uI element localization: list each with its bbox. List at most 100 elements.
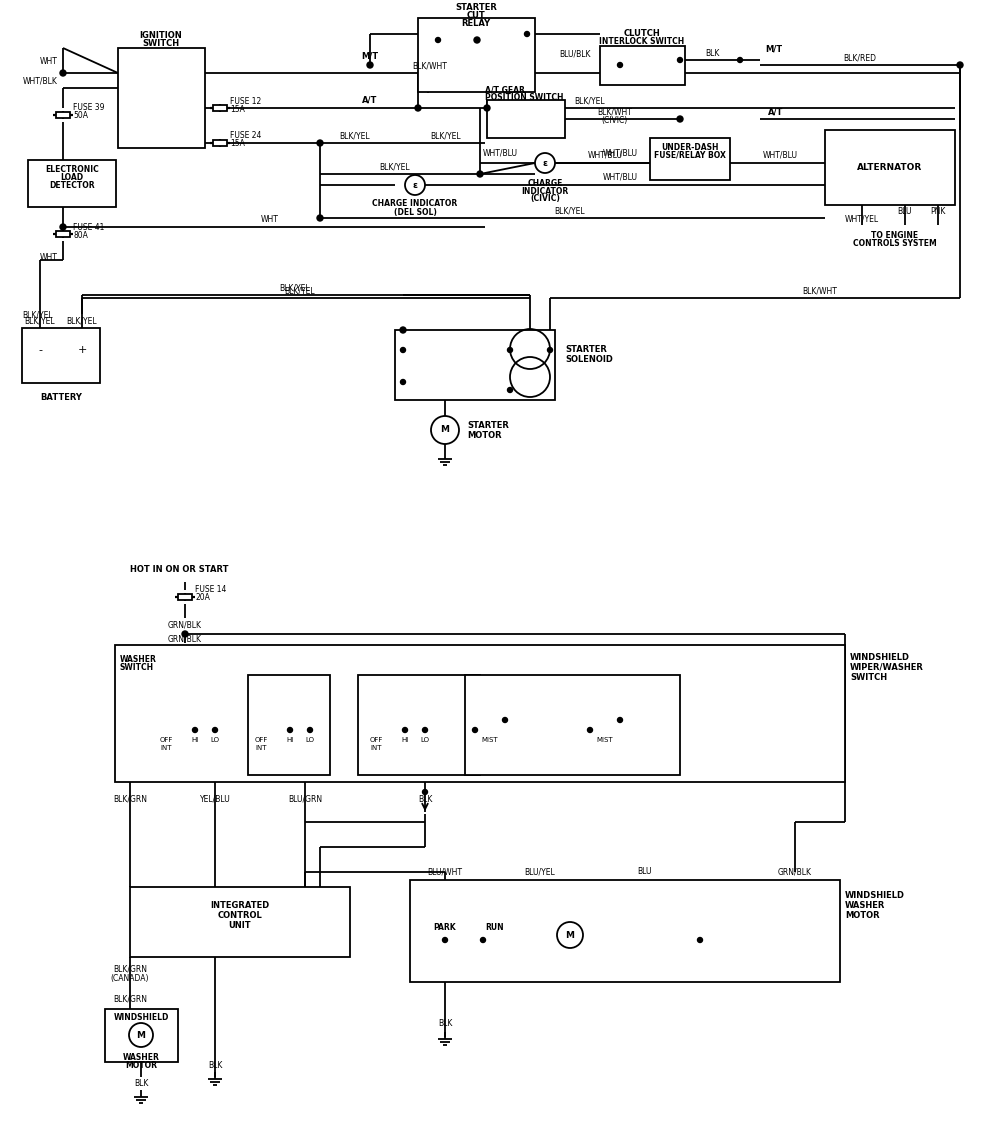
Circle shape bbox=[400, 348, 406, 352]
Text: CHARGE: CHARGE bbox=[527, 179, 563, 188]
Text: (CIVIC): (CIVIC) bbox=[602, 117, 628, 126]
Text: WINDSHIELD: WINDSHIELD bbox=[845, 891, 905, 900]
Bar bbox=[105, 1009, 178, 1062]
Text: HI: HI bbox=[286, 737, 294, 742]
Text: BLK/YEL: BLK/YEL bbox=[25, 316, 55, 325]
Bar bbox=[56, 231, 70, 237]
Text: SWITCH: SWITCH bbox=[142, 38, 180, 47]
Text: SWITCH: SWITCH bbox=[120, 664, 154, 673]
Text: (CANADA): (CANADA) bbox=[111, 974, 149, 983]
Text: OFF: OFF bbox=[255, 737, 268, 742]
Text: WHT/BLU: WHT/BLU bbox=[763, 151, 798, 160]
Circle shape bbox=[402, 728, 408, 732]
Circle shape bbox=[367, 62, 373, 68]
Bar bbox=[130, 886, 350, 957]
Text: UNIT: UNIT bbox=[229, 920, 251, 929]
Text: M: M bbox=[566, 930, 574, 939]
Text: BLK/YEL: BLK/YEL bbox=[430, 132, 461, 141]
Text: TO ENGINE: TO ENGINE bbox=[871, 231, 919, 240]
Bar bbox=[358, 675, 480, 775]
Text: WHT/BLU: WHT/BLU bbox=[588, 151, 622, 160]
Text: ELECTRONIC: ELECTRONIC bbox=[45, 165, 99, 174]
Circle shape bbox=[508, 387, 512, 393]
Text: RELAY: RELAY bbox=[461, 19, 491, 28]
Text: BLU/BLK: BLU/BLK bbox=[559, 50, 591, 58]
Text: HI: HI bbox=[401, 737, 409, 742]
Text: BLK/WHT: BLK/WHT bbox=[803, 287, 837, 296]
Bar bbox=[825, 130, 955, 205]
Text: ALTERNATOR: ALTERNATOR bbox=[857, 162, 923, 171]
Text: FUSE 41: FUSE 41 bbox=[73, 223, 104, 232]
Text: LOAD: LOAD bbox=[60, 173, 84, 182]
Text: WHT: WHT bbox=[261, 216, 279, 225]
Circle shape bbox=[698, 937, 702, 943]
Text: LO: LO bbox=[210, 737, 220, 742]
Bar bbox=[248, 675, 330, 775]
Text: BLK: BLK bbox=[705, 48, 719, 57]
Text: CHARGE INDICATOR: CHARGE INDICATOR bbox=[372, 199, 458, 208]
Text: PNK: PNK bbox=[930, 207, 946, 216]
Circle shape bbox=[503, 718, 508, 722]
Text: POSITION SWITCH: POSITION SWITCH bbox=[485, 93, 564, 102]
Text: BLK/YEL: BLK/YEL bbox=[285, 287, 315, 296]
Text: INTERLOCK SWITCH: INTERLOCK SWITCH bbox=[599, 37, 685, 46]
Text: WHT/BLK: WHT/BLK bbox=[23, 76, 58, 86]
Circle shape bbox=[484, 105, 490, 111]
Text: FUSE 12: FUSE 12 bbox=[230, 97, 261, 106]
Text: BATTERY: BATTERY bbox=[40, 393, 82, 402]
Circle shape bbox=[678, 57, 682, 63]
Bar bbox=[56, 112, 70, 118]
Text: STARTER: STARTER bbox=[455, 3, 497, 12]
Text: M: M bbox=[136, 1030, 146, 1040]
Text: GRN/BLK: GRN/BLK bbox=[778, 867, 812, 876]
Bar bbox=[600, 46, 685, 86]
Text: DETECTOR: DETECTOR bbox=[49, 181, 95, 190]
Text: GRN/BLK: GRN/BLK bbox=[168, 621, 202, 630]
Text: IGNITION: IGNITION bbox=[140, 30, 182, 39]
Text: STARTER: STARTER bbox=[565, 345, 607, 354]
Text: HI: HI bbox=[191, 737, 199, 742]
Text: WHT: WHT bbox=[40, 57, 58, 66]
Text: GRN/BLK: GRN/BLK bbox=[168, 634, 202, 643]
Text: CONTROLS SYSTEM: CONTROLS SYSTEM bbox=[853, 238, 937, 248]
Text: INTEGRATED: INTEGRATED bbox=[210, 900, 270, 909]
Text: 80A: 80A bbox=[73, 231, 88, 240]
Text: HOT IN ON OR START: HOT IN ON OR START bbox=[130, 566, 228, 575]
Text: WHT/BLU: WHT/BLU bbox=[482, 148, 518, 158]
Text: BLK/GRN: BLK/GRN bbox=[113, 994, 147, 1004]
Text: BLU/WHT: BLU/WHT bbox=[428, 867, 462, 876]
Text: WASHER: WASHER bbox=[845, 900, 885, 909]
Circle shape bbox=[400, 327, 406, 333]
Text: BLK: BLK bbox=[418, 794, 432, 803]
Text: BLU/GRN: BLU/GRN bbox=[288, 794, 322, 803]
Text: 20A: 20A bbox=[195, 594, 210, 603]
Text: WHT: WHT bbox=[40, 253, 58, 262]
Circle shape bbox=[400, 379, 406, 385]
Circle shape bbox=[288, 728, 292, 732]
Circle shape bbox=[415, 105, 421, 111]
Circle shape bbox=[548, 348, 552, 352]
Circle shape bbox=[192, 728, 198, 732]
Text: -: - bbox=[38, 345, 42, 356]
Circle shape bbox=[474, 37, 480, 43]
Text: CLUTCH: CLUTCH bbox=[624, 29, 660, 38]
Text: INT: INT bbox=[160, 745, 172, 752]
Text: LO: LO bbox=[306, 737, 314, 742]
Circle shape bbox=[677, 116, 683, 122]
Text: M/T: M/T bbox=[765, 45, 782, 54]
Circle shape bbox=[317, 215, 323, 220]
Text: (DEL SOL): (DEL SOL) bbox=[394, 207, 436, 216]
Circle shape bbox=[317, 140, 323, 146]
Circle shape bbox=[738, 57, 742, 63]
Text: 15A: 15A bbox=[230, 140, 245, 148]
Circle shape bbox=[422, 790, 428, 794]
Text: BLU: BLU bbox=[638, 867, 652, 876]
Text: MOTOR: MOTOR bbox=[845, 910, 880, 919]
Circle shape bbox=[436, 37, 440, 43]
Bar bbox=[28, 160, 116, 207]
Text: M: M bbox=[440, 425, 450, 434]
Text: WHT/BLU: WHT/BLU bbox=[602, 148, 638, 158]
Text: BLK/RED: BLK/RED bbox=[844, 54, 876, 63]
Text: MIST: MIST bbox=[597, 737, 613, 742]
Text: FUSE 39: FUSE 39 bbox=[73, 104, 104, 112]
